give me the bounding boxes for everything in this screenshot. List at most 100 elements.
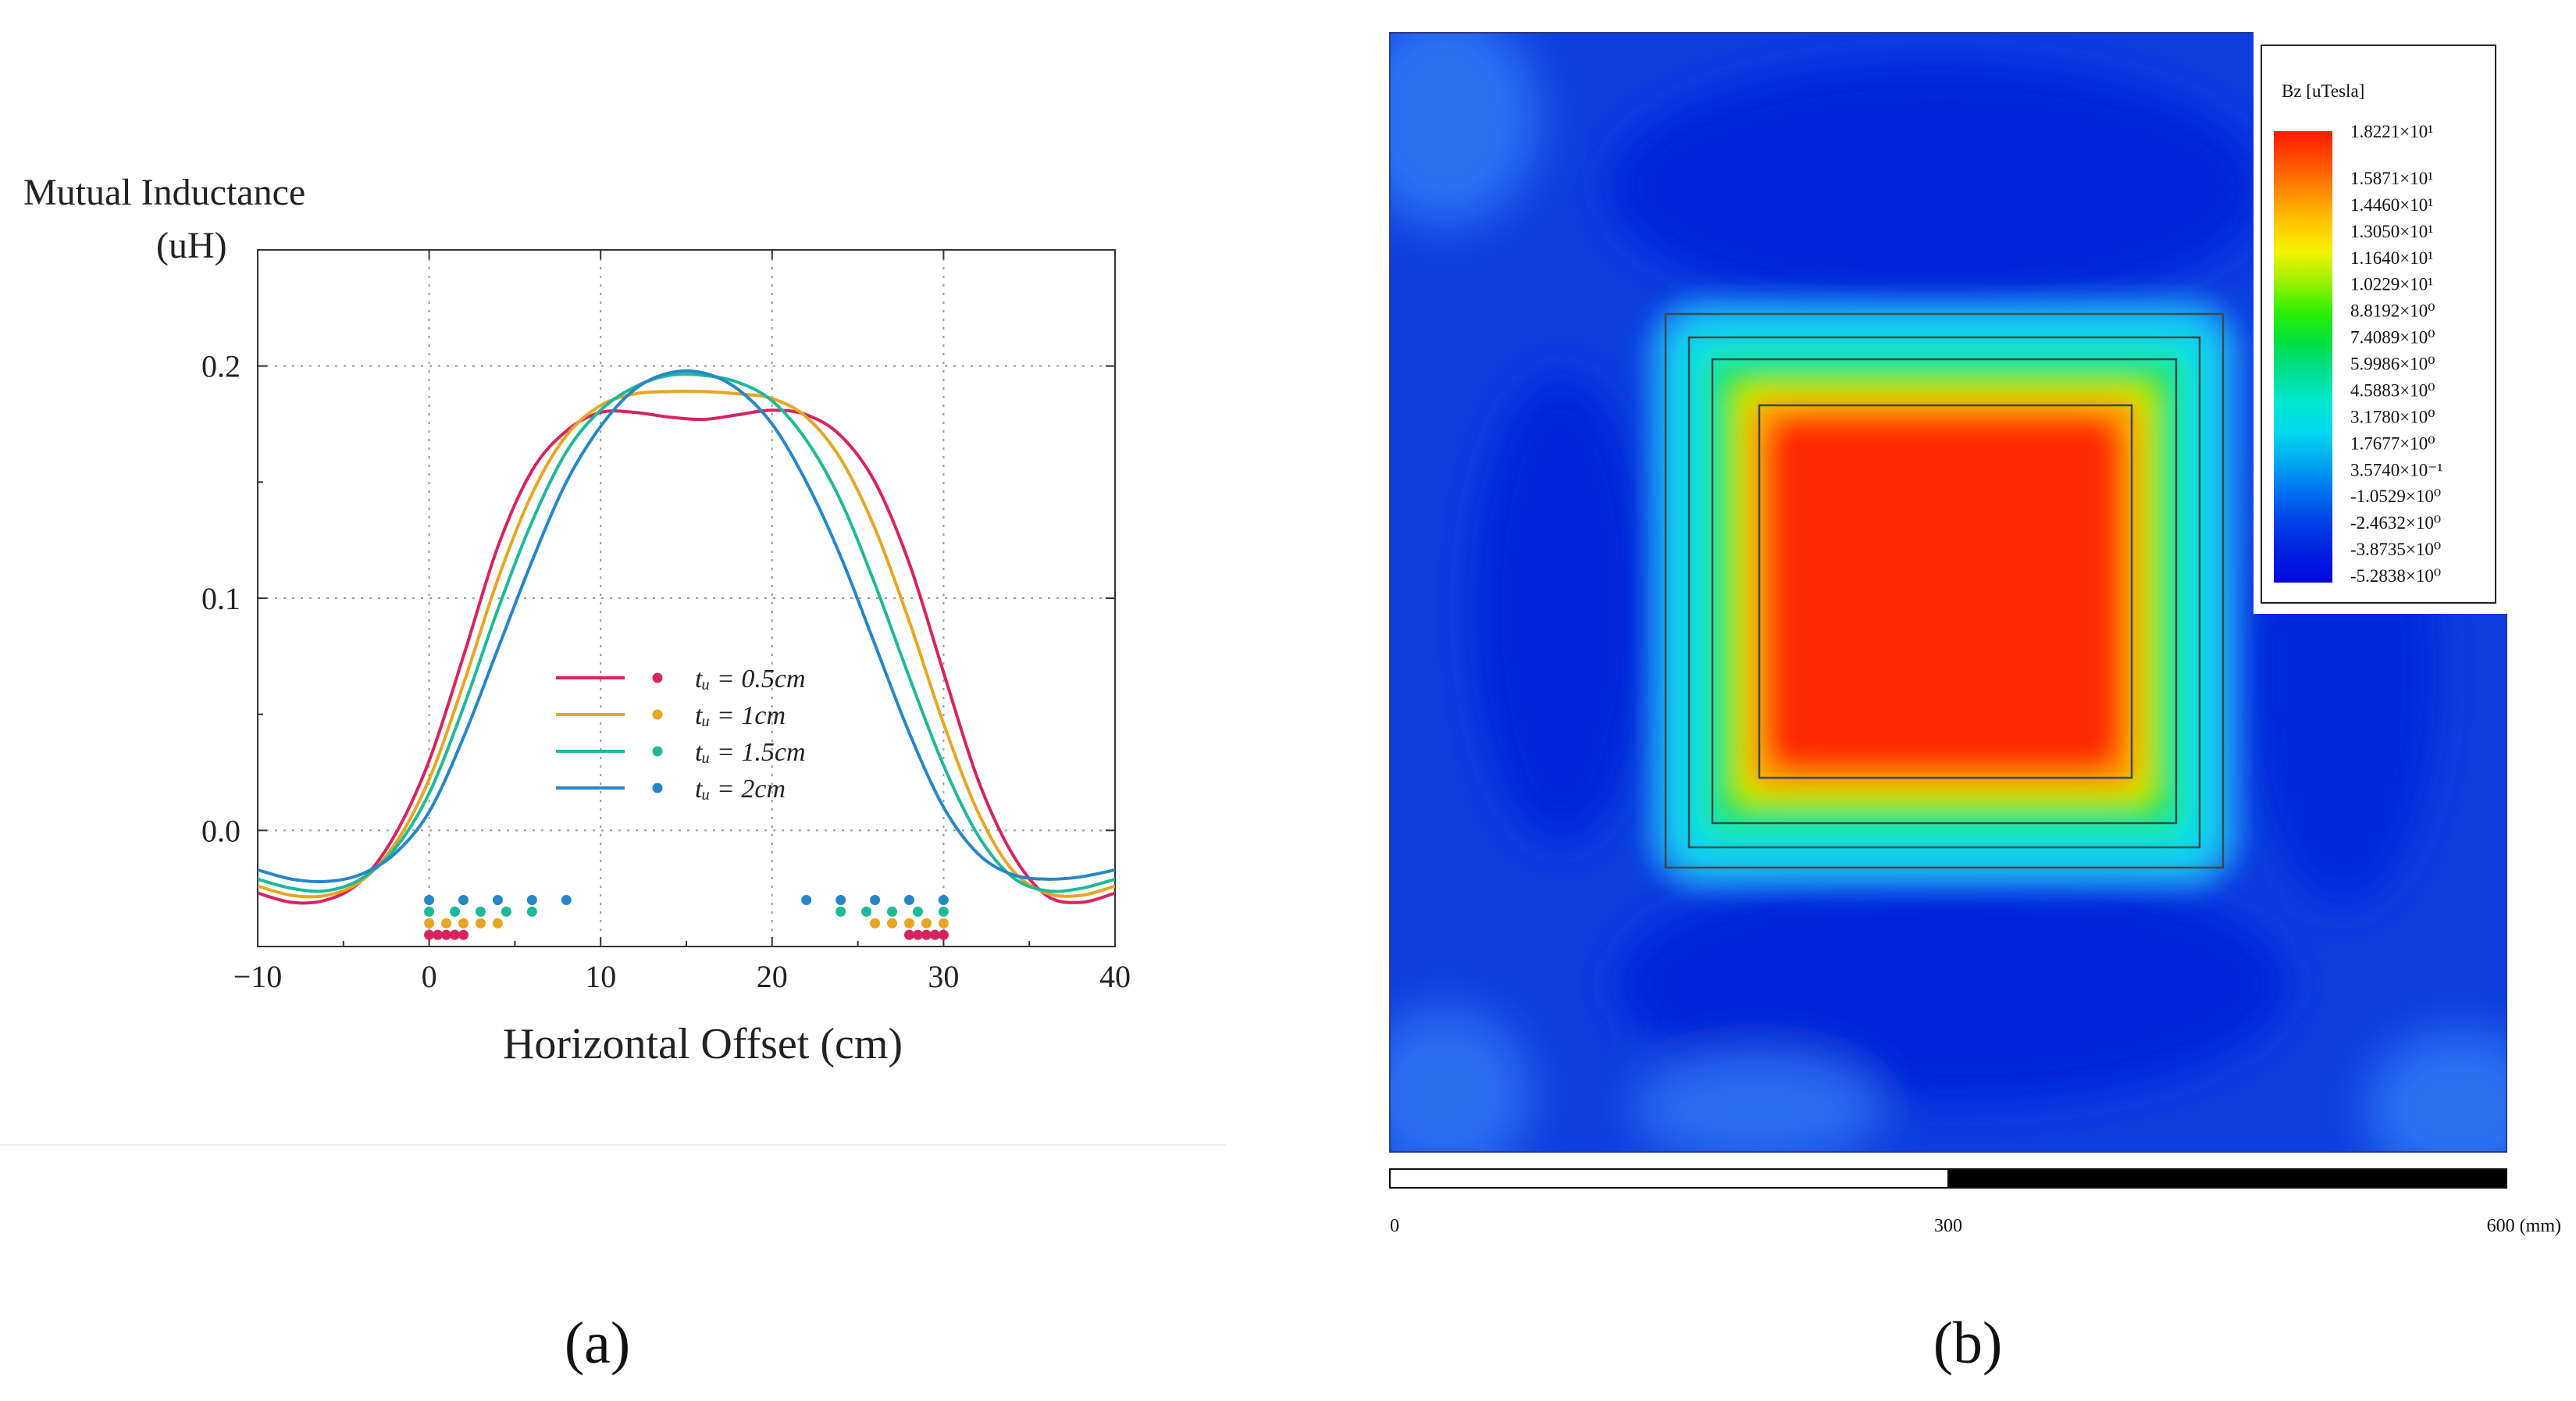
y-tick-label: 0.1 — [201, 581, 240, 616]
legend-marker-0 — [652, 672, 663, 683]
series-line-2 — [258, 373, 1115, 893]
colorbar-label: 1.7677×10⁰ — [2350, 433, 2435, 453]
colorbar-label: 3.1780×10⁰ — [2350, 407, 2435, 426]
marker-point-1 — [441, 918, 452, 929]
marker-point-1 — [903, 918, 914, 929]
scale-label-300: 300 — [1934, 1216, 1962, 1236]
coil-outline-3 — [1711, 358, 2178, 825]
x-axis-label: Horizontal Offset (cm) — [503, 1020, 903, 1068]
plot-frame — [257, 249, 1116, 947]
marker-point-0 — [424, 929, 435, 940]
series-line-1 — [258, 390, 1115, 899]
marker-point-2 — [887, 906, 898, 917]
colorbar-label: 5.9986×10⁰ — [2350, 355, 2435, 374]
marker-point-0 — [912, 929, 923, 940]
legend: tᵤ = 0.5cm tᵤ = 1cm tᵤ = 1.5cm tᵤ = 2cm — [556, 665, 806, 804]
marker-point-3 — [458, 895, 469, 906]
scale-bar: 0 300 600 (mm) — [1389, 1168, 2561, 1236]
colorbar-label: 1.1640×10¹ — [2350, 248, 2433, 268]
marker-point-3 — [836, 895, 846, 906]
marker-point-2 — [450, 906, 461, 917]
legend-marker-2 — [652, 746, 663, 757]
grid — [258, 250, 1115, 946]
marker-rows — [424, 895, 949, 940]
marker-point-2 — [475, 906, 486, 917]
colorbar-label: 3.5740×10⁻¹ — [2350, 460, 2442, 479]
legend-label-3: tᵤ = 2cm — [695, 775, 786, 804]
marker-point-3 — [561, 895, 572, 906]
marker-point-3 — [938, 895, 949, 906]
marker-point-0 — [441, 929, 452, 940]
coil-outline-2 — [1687, 336, 2201, 849]
marker-point-2 — [861, 906, 872, 917]
marker-point-1 — [938, 918, 949, 929]
y-tick-label: 0.0 — [201, 813, 240, 848]
colorbar-label: 1.0229×10¹ — [2350, 275, 2433, 294]
colorbar-label: -3.8735×10⁰ — [2350, 540, 2441, 559]
scale-label-600: 600 (mm) — [2487, 1216, 2561, 1236]
coil-outlines — [1664, 312, 2225, 869]
colorbar-gradient-bar — [2274, 131, 2332, 583]
marker-point-0 — [903, 929, 914, 940]
marker-point-1 — [458, 918, 469, 929]
x-tick-label: 10 — [585, 959, 616, 994]
marker-point-3 — [492, 895, 503, 906]
marker-point-1 — [921, 918, 932, 929]
colorbar-label: 1.8221×10¹ — [2350, 122, 2433, 141]
colorbar-labels: 1.8221×10¹ 1.5871×10¹ 1.4460×10¹ 1.3050×10¹… — [2350, 122, 2442, 586]
legend-label-1: tᵤ = 1cm — [695, 701, 786, 730]
marker-point-0 — [929, 929, 940, 940]
marker-point-2 — [836, 906, 846, 917]
marker-point-3 — [424, 895, 435, 906]
colorbar-label: 7.4089×10⁰ — [2350, 328, 2435, 348]
marker-point-1 — [887, 918, 898, 929]
scale-bar-white-segment — [1389, 1168, 1949, 1189]
colorbar-label: 4.5883×10⁰ — [2350, 380, 2435, 400]
scale-bar-black-segment — [1947, 1168, 2507, 1189]
marker-point-0 — [450, 929, 461, 940]
colorbar-label: -5.2838×10⁰ — [2350, 566, 2441, 586]
legend-label-0: tᵤ = 0.5cm — [695, 665, 806, 693]
y-tick-label: 0.2 — [201, 349, 240, 384]
scale-label-0: 0 — [1390, 1216, 1399, 1236]
x-tick-label: −10 — [233, 959, 283, 994]
marker-point-1 — [870, 918, 881, 929]
coil-outline-inner — [1758, 404, 2133, 779]
series-lines — [258, 369, 1115, 905]
panel-label-b: (b) — [1933, 1310, 2003, 1376]
panel-label-a: (a) — [565, 1310, 630, 1376]
marker-point-1 — [475, 918, 486, 929]
marker-point-3 — [526, 895, 537, 906]
marker-point-3 — [903, 895, 914, 906]
colorbar-label: 1.4460×10¹ — [2350, 195, 2433, 215]
marker-point-3 — [870, 895, 881, 906]
legend-marker-3 — [652, 782, 663, 793]
colorbar-label: 8.8192×10⁰ — [2350, 301, 2435, 321]
colorbar-label: -2.4632×10⁰ — [2350, 513, 2441, 533]
panel-b-field-map: Bz [uTesla] 1.8221×10¹ 1.5871×10¹ 1.4460×1… — [1389, 12, 2561, 1236]
colorbar-legend: Bz [uTesla] 1.8221×10¹ 1.5871×10¹ 1.4460×1… — [2254, 12, 2511, 614]
marker-point-2 — [938, 906, 949, 917]
legend-marker-1 — [652, 709, 663, 720]
marker-point-1 — [424, 918, 435, 929]
colorbar-title: Bz [uTesla] — [2282, 81, 2364, 101]
x-tick-label: 0 — [422, 959, 437, 994]
heatmap-coil-field — [1648, 297, 2241, 890]
y-axis-label-line2: (uH) — [156, 225, 227, 266]
marker-point-0 — [458, 929, 469, 940]
marker-point-3 — [801, 895, 812, 906]
y-axis-label-line1: Mutual Inductance — [23, 172, 305, 213]
coil-outline-outer — [1664, 312, 2225, 869]
colorbar-label: 1.5871×10¹ — [2350, 169, 2433, 188]
legend-label-2: tᵤ = 1.5cm — [695, 738, 806, 767]
panel-a-line-chart: Mutual Inductance (uH) −10 0 10 20 30 40 0.0 0.… — [23, 172, 1131, 1068]
axis-ticks: −10 0 10 20 30 40 0.0 0.1 0.2 — [201, 249, 1131, 994]
colorbar-label: 1.3050×10¹ — [2350, 222, 2433, 241]
series-line-0 — [258, 408, 1115, 905]
marker-point-0 — [921, 929, 932, 940]
series-line-3 — [258, 369, 1115, 884]
marker-point-1 — [492, 918, 503, 929]
x-tick-label: 40 — [1099, 959, 1131, 994]
x-tick-label: 20 — [757, 959, 788, 994]
